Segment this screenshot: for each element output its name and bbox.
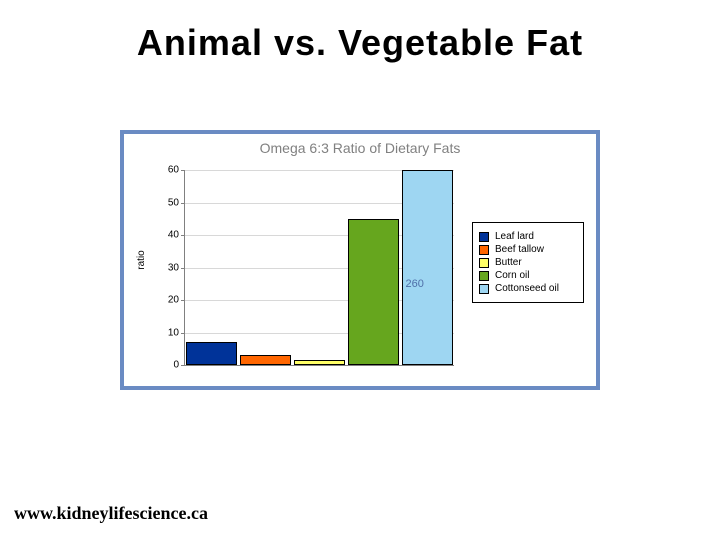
chart-ytick-label: 0 — [173, 360, 185, 371]
legend-label: Butter — [495, 257, 522, 268]
chart-bar — [240, 355, 291, 365]
legend-swatch — [479, 284, 489, 294]
chart-bar — [348, 219, 399, 365]
legend-item: Corn oil — [479, 270, 577, 281]
chart-ytick-label: 50 — [168, 197, 185, 208]
chart-plot-area: 0102030405060260 — [184, 170, 454, 366]
chart-legend: Leaf lard Beef tallow Butter Corn oil Cotton… — [472, 222, 584, 303]
slide-title: Animal vs. Vegetable Fat — [0, 22, 720, 64]
legend-item: Butter — [479, 257, 577, 268]
legend-item: Cottonseed oil — [479, 283, 577, 294]
legend-label: Leaf lard — [495, 231, 534, 242]
legend-swatch — [479, 258, 489, 268]
chart-ytick-label: 30 — [168, 262, 185, 273]
chart-title: Omega 6:3 Ratio of Dietary Fats — [124, 140, 596, 156]
chart-ytick-label: 40 — [168, 230, 185, 241]
legend-swatch — [479, 245, 489, 255]
chart-ytick-label: 10 — [168, 327, 185, 338]
chart-ytick-label: 20 — [168, 295, 185, 306]
chart-bar — [294, 360, 345, 365]
legend-label: Beef tallow — [495, 244, 544, 255]
chart-y-axis-label: ratio — [136, 250, 147, 269]
legend-item: Leaf lard — [479, 231, 577, 242]
legend-label: Corn oil — [495, 270, 529, 281]
chart-annotation: 260 — [406, 278, 424, 290]
chart-frame: Omega 6:3 Ratio of Dietary Fats ratio 01… — [120, 130, 600, 390]
chart-bar — [402, 170, 453, 365]
legend-swatch — [479, 271, 489, 281]
chart-ytick-label: 60 — [168, 165, 185, 176]
chart-bar — [186, 342, 237, 365]
legend-swatch — [479, 232, 489, 242]
legend-item: Beef tallow — [479, 244, 577, 255]
legend-label: Cottonseed oil — [495, 283, 559, 294]
footer-url: www.kidneylifescience.ca — [14, 503, 208, 524]
